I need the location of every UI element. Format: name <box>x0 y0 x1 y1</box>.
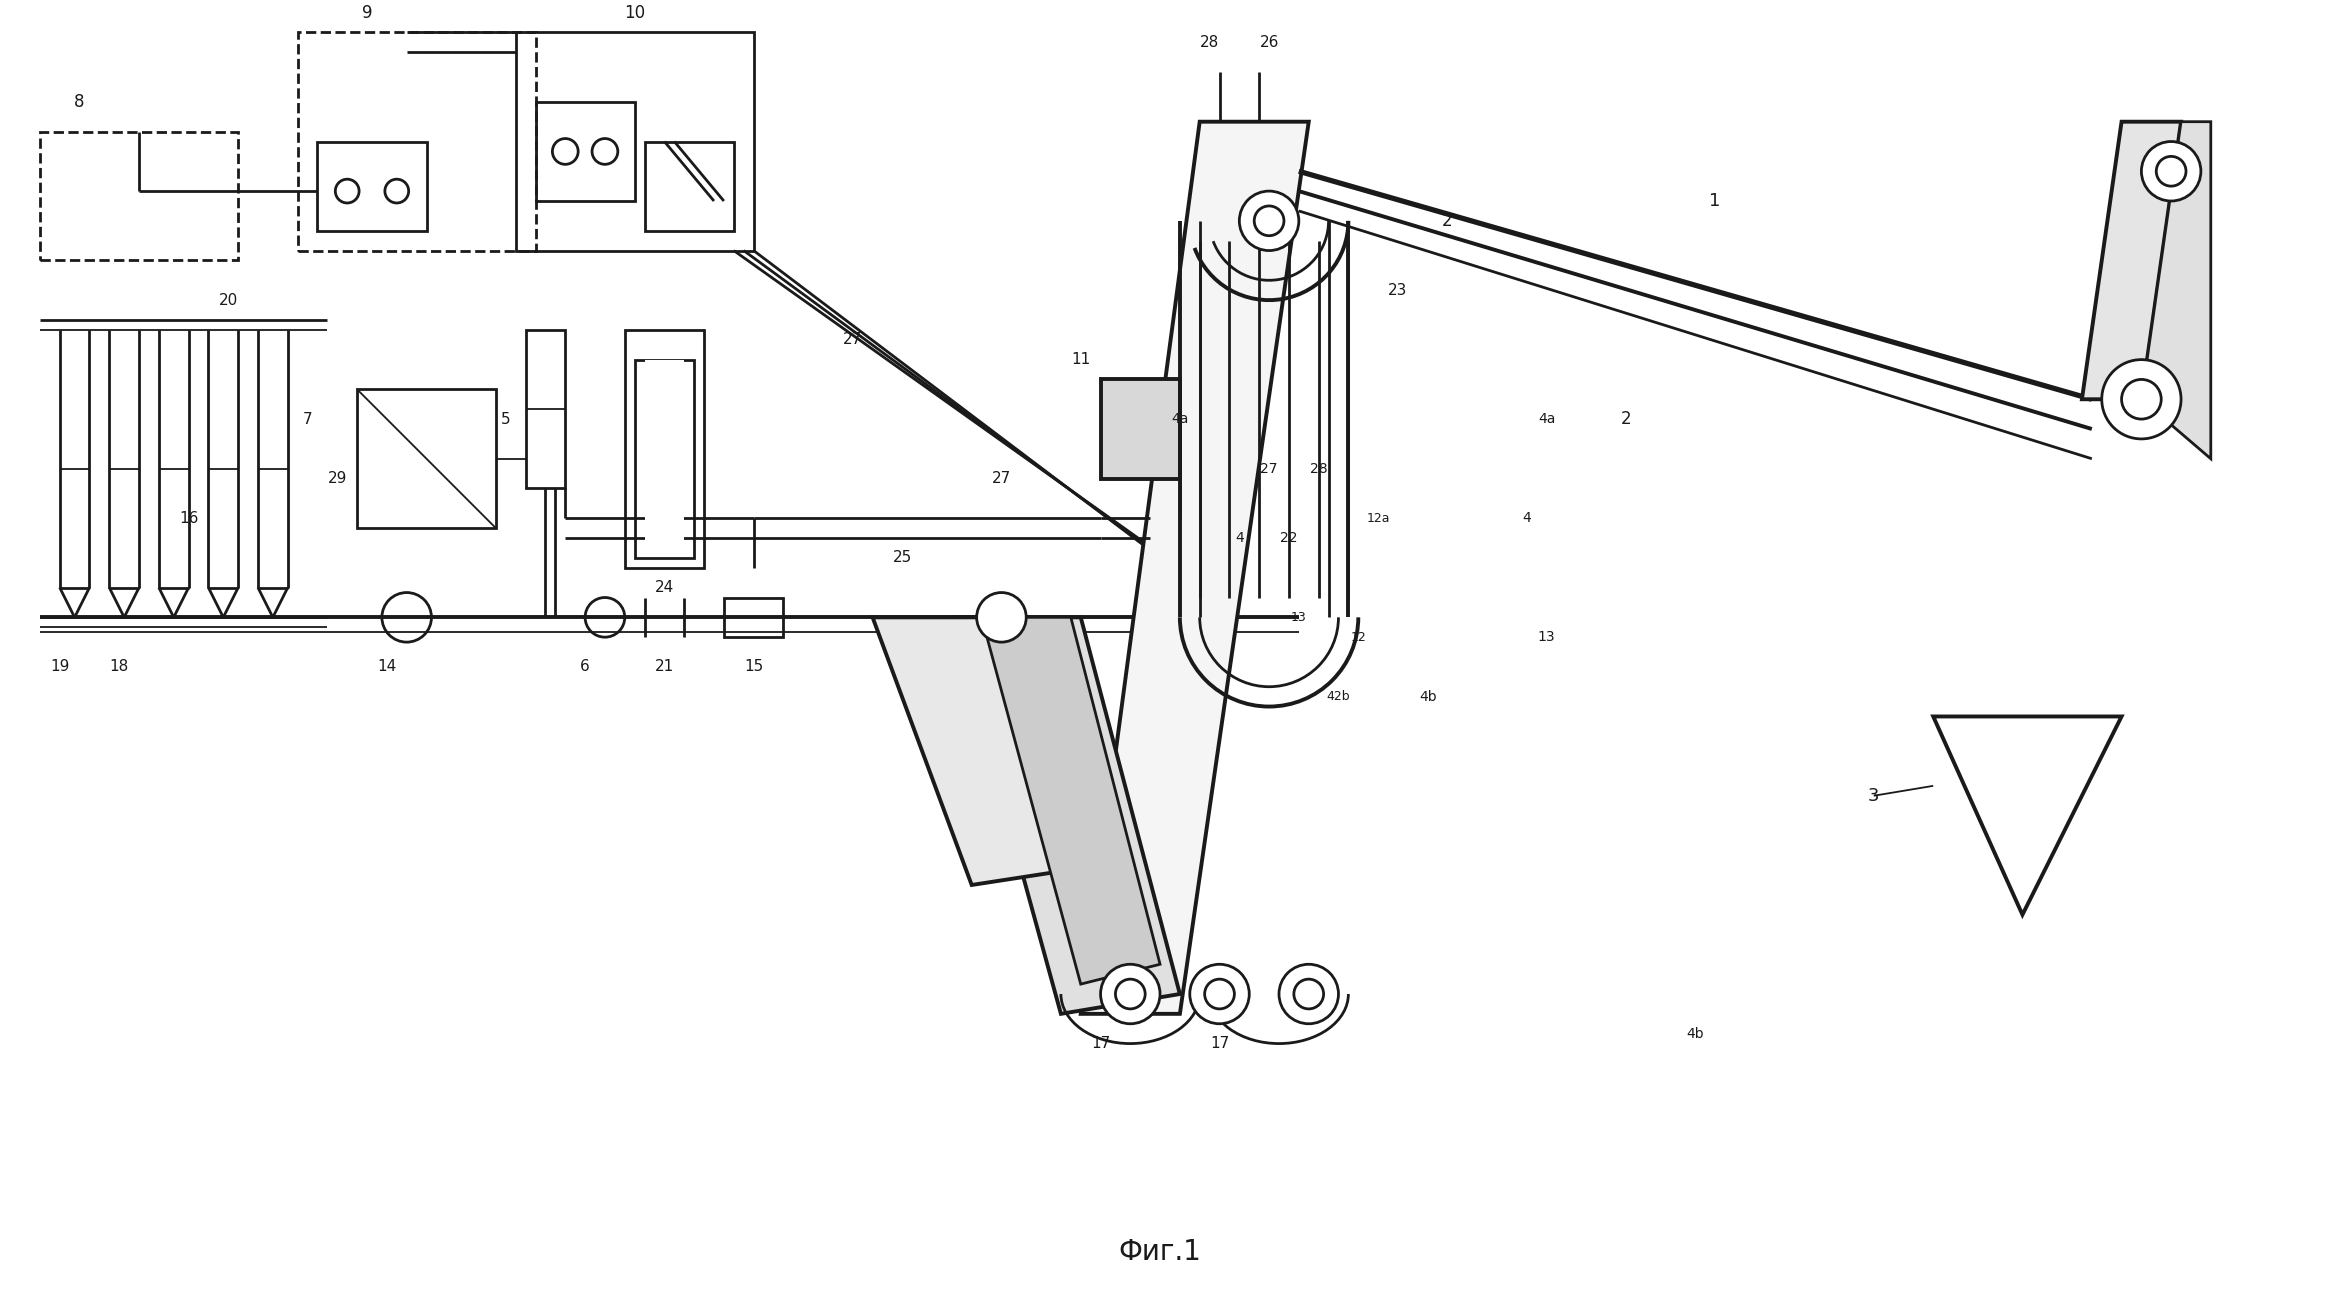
Bar <box>645 142 734 231</box>
Circle shape <box>1191 964 1249 1024</box>
Text: 20: 20 <box>219 293 238 307</box>
Text: 18: 18 <box>110 660 128 674</box>
Text: 22: 22 <box>1279 531 1298 545</box>
Text: 29: 29 <box>329 470 347 486</box>
Text: 14: 14 <box>377 660 396 674</box>
Text: Фиг.1: Фиг.1 <box>1118 1238 1202 1265</box>
Text: 23: 23 <box>1389 283 1407 298</box>
Bar <box>725 598 783 637</box>
Text: 8: 8 <box>75 93 84 110</box>
Text: 10: 10 <box>624 4 645 21</box>
Text: 1: 1 <box>1710 192 1722 210</box>
Text: 5: 5 <box>501 411 510 427</box>
Bar <box>645 360 685 548</box>
Text: 13: 13 <box>1291 611 1307 624</box>
Text: 4b: 4b <box>1687 1026 1703 1041</box>
Text: 28: 28 <box>1200 35 1219 50</box>
Text: 4: 4 <box>1235 531 1244 545</box>
Text: 7: 7 <box>303 411 312 427</box>
Text: 9: 9 <box>361 4 373 21</box>
Bar <box>40 131 238 260</box>
Text: 3: 3 <box>1869 787 1880 804</box>
Text: 17: 17 <box>1090 1035 1109 1051</box>
Bar <box>1100 380 1179 478</box>
Circle shape <box>976 593 1025 643</box>
Circle shape <box>1240 191 1298 251</box>
Text: 21: 21 <box>655 660 673 674</box>
Bar <box>634 360 694 558</box>
Text: 28: 28 <box>1309 461 1328 476</box>
Polygon shape <box>2083 122 2181 399</box>
Text: 11: 11 <box>1072 352 1090 367</box>
Text: 2: 2 <box>1442 212 1454 230</box>
Text: 6: 6 <box>580 660 589 674</box>
Polygon shape <box>1081 122 1309 1014</box>
Bar <box>624 330 704 568</box>
Polygon shape <box>2141 122 2211 459</box>
Text: 16: 16 <box>179 511 198 526</box>
Polygon shape <box>953 618 1179 1014</box>
Text: 15: 15 <box>743 660 764 674</box>
Polygon shape <box>871 618 1100 884</box>
Text: 27: 27 <box>993 470 1011 486</box>
Text: 4b: 4b <box>1419 690 1438 703</box>
Bar <box>515 33 753 251</box>
Text: 4a: 4a <box>1172 413 1188 426</box>
Bar <box>298 33 536 251</box>
Text: 2: 2 <box>1622 410 1631 428</box>
Circle shape <box>2102 360 2181 439</box>
Text: 12: 12 <box>1351 631 1365 644</box>
Text: 17: 17 <box>1209 1035 1230 1051</box>
Bar <box>527 330 566 489</box>
Text: 26: 26 <box>1261 35 1279 50</box>
Text: 27: 27 <box>843 332 862 347</box>
Text: 13: 13 <box>1538 631 1556 644</box>
Bar <box>536 102 634 201</box>
Circle shape <box>1279 964 1337 1024</box>
Text: 19: 19 <box>49 660 70 674</box>
Text: 25: 25 <box>892 551 911 565</box>
Text: 4a: 4a <box>1538 413 1556 426</box>
Text: 24: 24 <box>655 579 673 595</box>
Bar <box>356 389 496 528</box>
Circle shape <box>1100 964 1160 1024</box>
Text: 12a: 12a <box>1365 511 1391 524</box>
Bar <box>317 142 426 231</box>
Text: 42b: 42b <box>1326 690 1351 703</box>
Text: 27: 27 <box>1261 461 1277 476</box>
Text: 4: 4 <box>1521 511 1531 526</box>
Polygon shape <box>981 618 1160 984</box>
Circle shape <box>2141 142 2202 201</box>
